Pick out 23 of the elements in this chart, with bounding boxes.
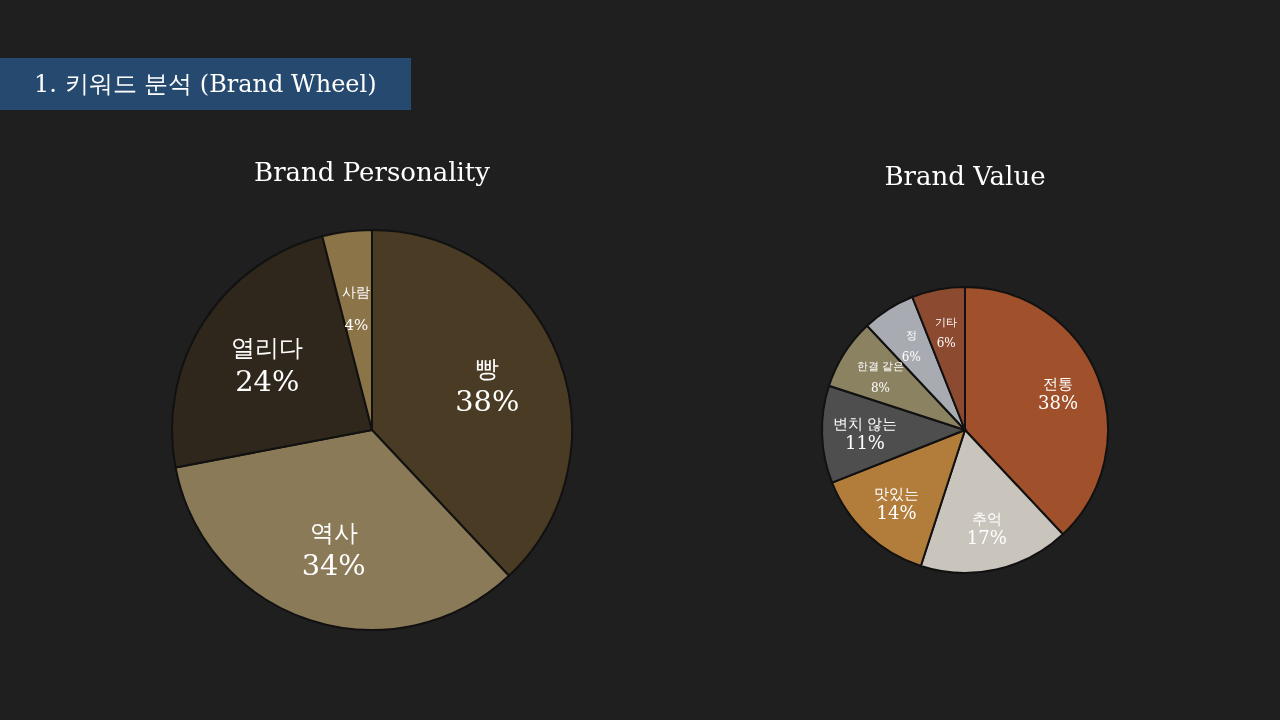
slice-label: 정 [905,329,917,343]
data-label: 38% [1038,392,1079,414]
data-label: 4% [344,315,369,334]
data-label: 24% [235,363,300,398]
slice-label: 빵 [475,354,500,383]
chart-title: Brand Value [884,161,1046,191]
text: 1. 키워드 분석 (Brand Wheel) [0,58,411,110]
slice-label: 기타 [935,315,958,329]
data-label: 38% [455,384,520,419]
slice-label: 변치 않는 [832,415,898,434]
data-label: 11% [844,432,885,454]
data-label: 8% [870,380,891,395]
data-label: 34% [301,547,366,582]
slice-label: 사람 [342,283,371,300]
data-label: 6% [936,335,956,350]
chart-title: Brand Personality [254,157,491,187]
slice-label: 맛있는 [873,484,919,503]
data-label: 14% [876,502,917,524]
slice-label: 열리다 [231,334,304,363]
slice-label: 전통 [1043,375,1074,394]
data-label: 17% [966,526,1007,548]
slice-label: 역사 [309,518,358,547]
slice-label: 추억 [971,509,1002,528]
